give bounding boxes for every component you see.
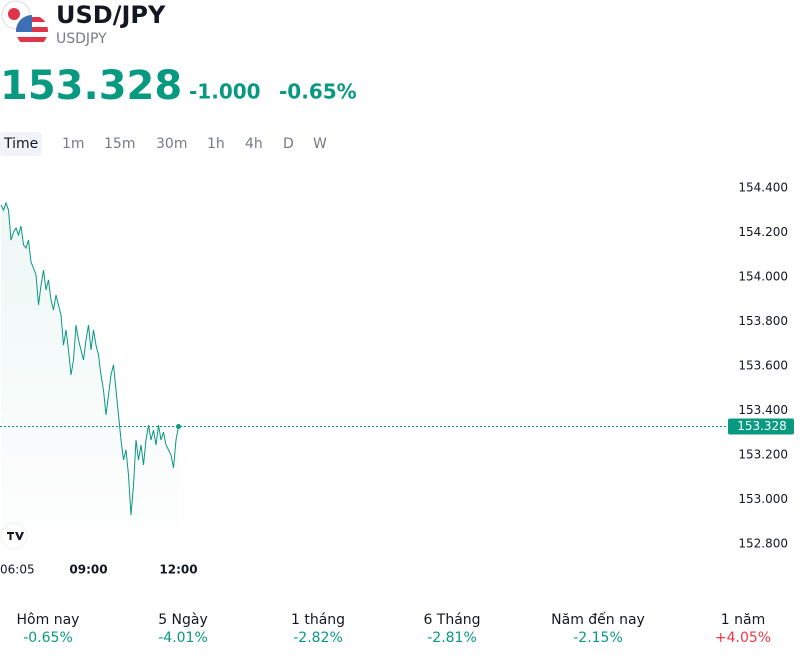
plot: 152.800 153.000 153.200 153.400 153.600 153.8… — [0, 181, 794, 577]
y-tick-label: 154.000 — [738, 270, 788, 284]
performance: Hôm nay -0.65% 5 Ngày -4.01% 1 tháng -2.82% 6 … — [17, 611, 772, 646]
y-tick-label: 154.200 — [738, 225, 788, 239]
ticker: USDJPY — [56, 31, 107, 47]
flags — [1, 0, 48, 47]
y-tick-label: 153.400 — [738, 403, 788, 417]
period-label[interactable]: 5 Ngày — [158, 612, 208, 628]
change: -1.000 — [189, 80, 261, 104]
price: 153.328 — [0, 63, 182, 109]
timeframe-tab[interactable]: 4h — [245, 136, 263, 152]
change-pct: -0.65% — [279, 80, 357, 104]
period-label[interactable]: 1 tháng — [291, 612, 345, 628]
y-tick-label: 154.400 — [738, 181, 788, 195]
period-change[interactable]: -2.82% — [293, 630, 343, 646]
x-tick-label: 09:00 — [69, 563, 107, 577]
timeframe-tab[interactable]: Time — [3, 136, 38, 152]
period-label[interactable]: Hôm nay — [17, 612, 80, 628]
period-change[interactable]: -2.15% — [573, 630, 623, 646]
period-change[interactable]: -0.65% — [23, 630, 73, 646]
y-tick-label: 152.800 — [738, 537, 788, 551]
x-tick-label: 12:00 — [159, 563, 197, 577]
area-fill — [1, 202, 179, 525]
y-tick-label: 153.200 — [738, 448, 788, 462]
period-change[interactable]: +4.05% — [715, 630, 771, 646]
price-line — [0, 201, 179, 516]
y-tick-label: 153.800 — [738, 314, 788, 328]
timeframe-tabs: Time 1m 15m 30m 1h 4h D W — [0, 132, 327, 156]
period-label[interactable]: 6 Tháng — [423, 612, 480, 628]
timeframe-tab[interactable]: 15m — [104, 136, 135, 152]
last-price-label: 153.328 — [737, 419, 787, 433]
last-price-badge — [728, 418, 794, 435]
tab-active-bg — [0, 132, 42, 156]
y-tick-label: 153.000 — [738, 492, 788, 506]
logo — [0, 522, 28, 550]
period-change[interactable]: -4.01% — [158, 630, 208, 646]
timeframe-tab[interactable]: W — [313, 136, 327, 152]
timeframe-tab[interactable]: D — [283, 136, 294, 152]
period-label[interactable]: Năm đến nay — [551, 611, 645, 628]
last-point — [176, 424, 181, 430]
period-label[interactable]: 1 năm — [721, 612, 765, 628]
timeframe-tab[interactable]: 1m — [62, 136, 85, 152]
period-change[interactable]: -2.81% — [427, 630, 477, 646]
y-tick-label: 153.600 — [738, 359, 788, 373]
x-tick-label: 06:05 — [0, 563, 35, 577]
timeframe-tab[interactable]: 30m — [156, 136, 187, 152]
symbol: USD/JPY — [56, 1, 166, 29]
timeframe-tab[interactable]: 1h — [207, 136, 225, 152]
